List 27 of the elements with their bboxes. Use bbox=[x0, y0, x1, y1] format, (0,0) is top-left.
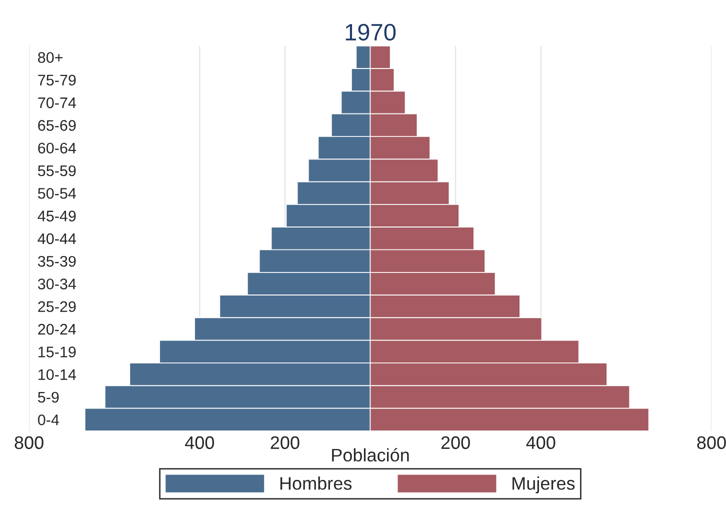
y-tick-label: 55-59 bbox=[38, 165, 76, 176]
x-tick-label: 400 bbox=[185, 436, 214, 450]
text: Hombres bbox=[280, 476, 352, 490]
y-tick-label: 25-29 bbox=[38, 301, 76, 312]
x-axis-title: Población bbox=[332, 448, 409, 462]
y-tick-label: 30-34 bbox=[38, 278, 76, 290]
chart-title: 1970 bbox=[346, 24, 396, 41]
x-tick-label: 400 bbox=[526, 436, 556, 450]
x-tick-label: 200 bbox=[270, 436, 300, 450]
x-tick-label: 800 bbox=[697, 436, 726, 450]
y-tick-label: 75-79 bbox=[38, 74, 76, 86]
y-tick-label: 5-9 bbox=[38, 392, 59, 403]
x-tick-label: 800 bbox=[14, 436, 44, 450]
x-tick-label: 200 bbox=[441, 436, 470, 450]
y-tick-label: 40-44 bbox=[38, 233, 76, 244]
y-tick-label: 65-69 bbox=[38, 120, 76, 131]
y-tick-label: 10-14 bbox=[38, 369, 76, 380]
y-tick-label: 60-64 bbox=[38, 142, 76, 154]
y-tick-label: 70-74 bbox=[38, 97, 76, 108]
y-tick-label: 15-19 bbox=[38, 346, 76, 358]
text: Mujeres bbox=[512, 476, 575, 494]
y-tick-label: 20-24 bbox=[38, 324, 76, 335]
y-tick-label: 50-54 bbox=[38, 188, 76, 199]
y-tick-label: 35-39 bbox=[38, 256, 76, 267]
y-tick-label: 45-49 bbox=[38, 210, 76, 222]
y-tick-label: 80+ bbox=[38, 52, 63, 63]
y-tick-label: 0-4 bbox=[38, 414, 60, 426]
